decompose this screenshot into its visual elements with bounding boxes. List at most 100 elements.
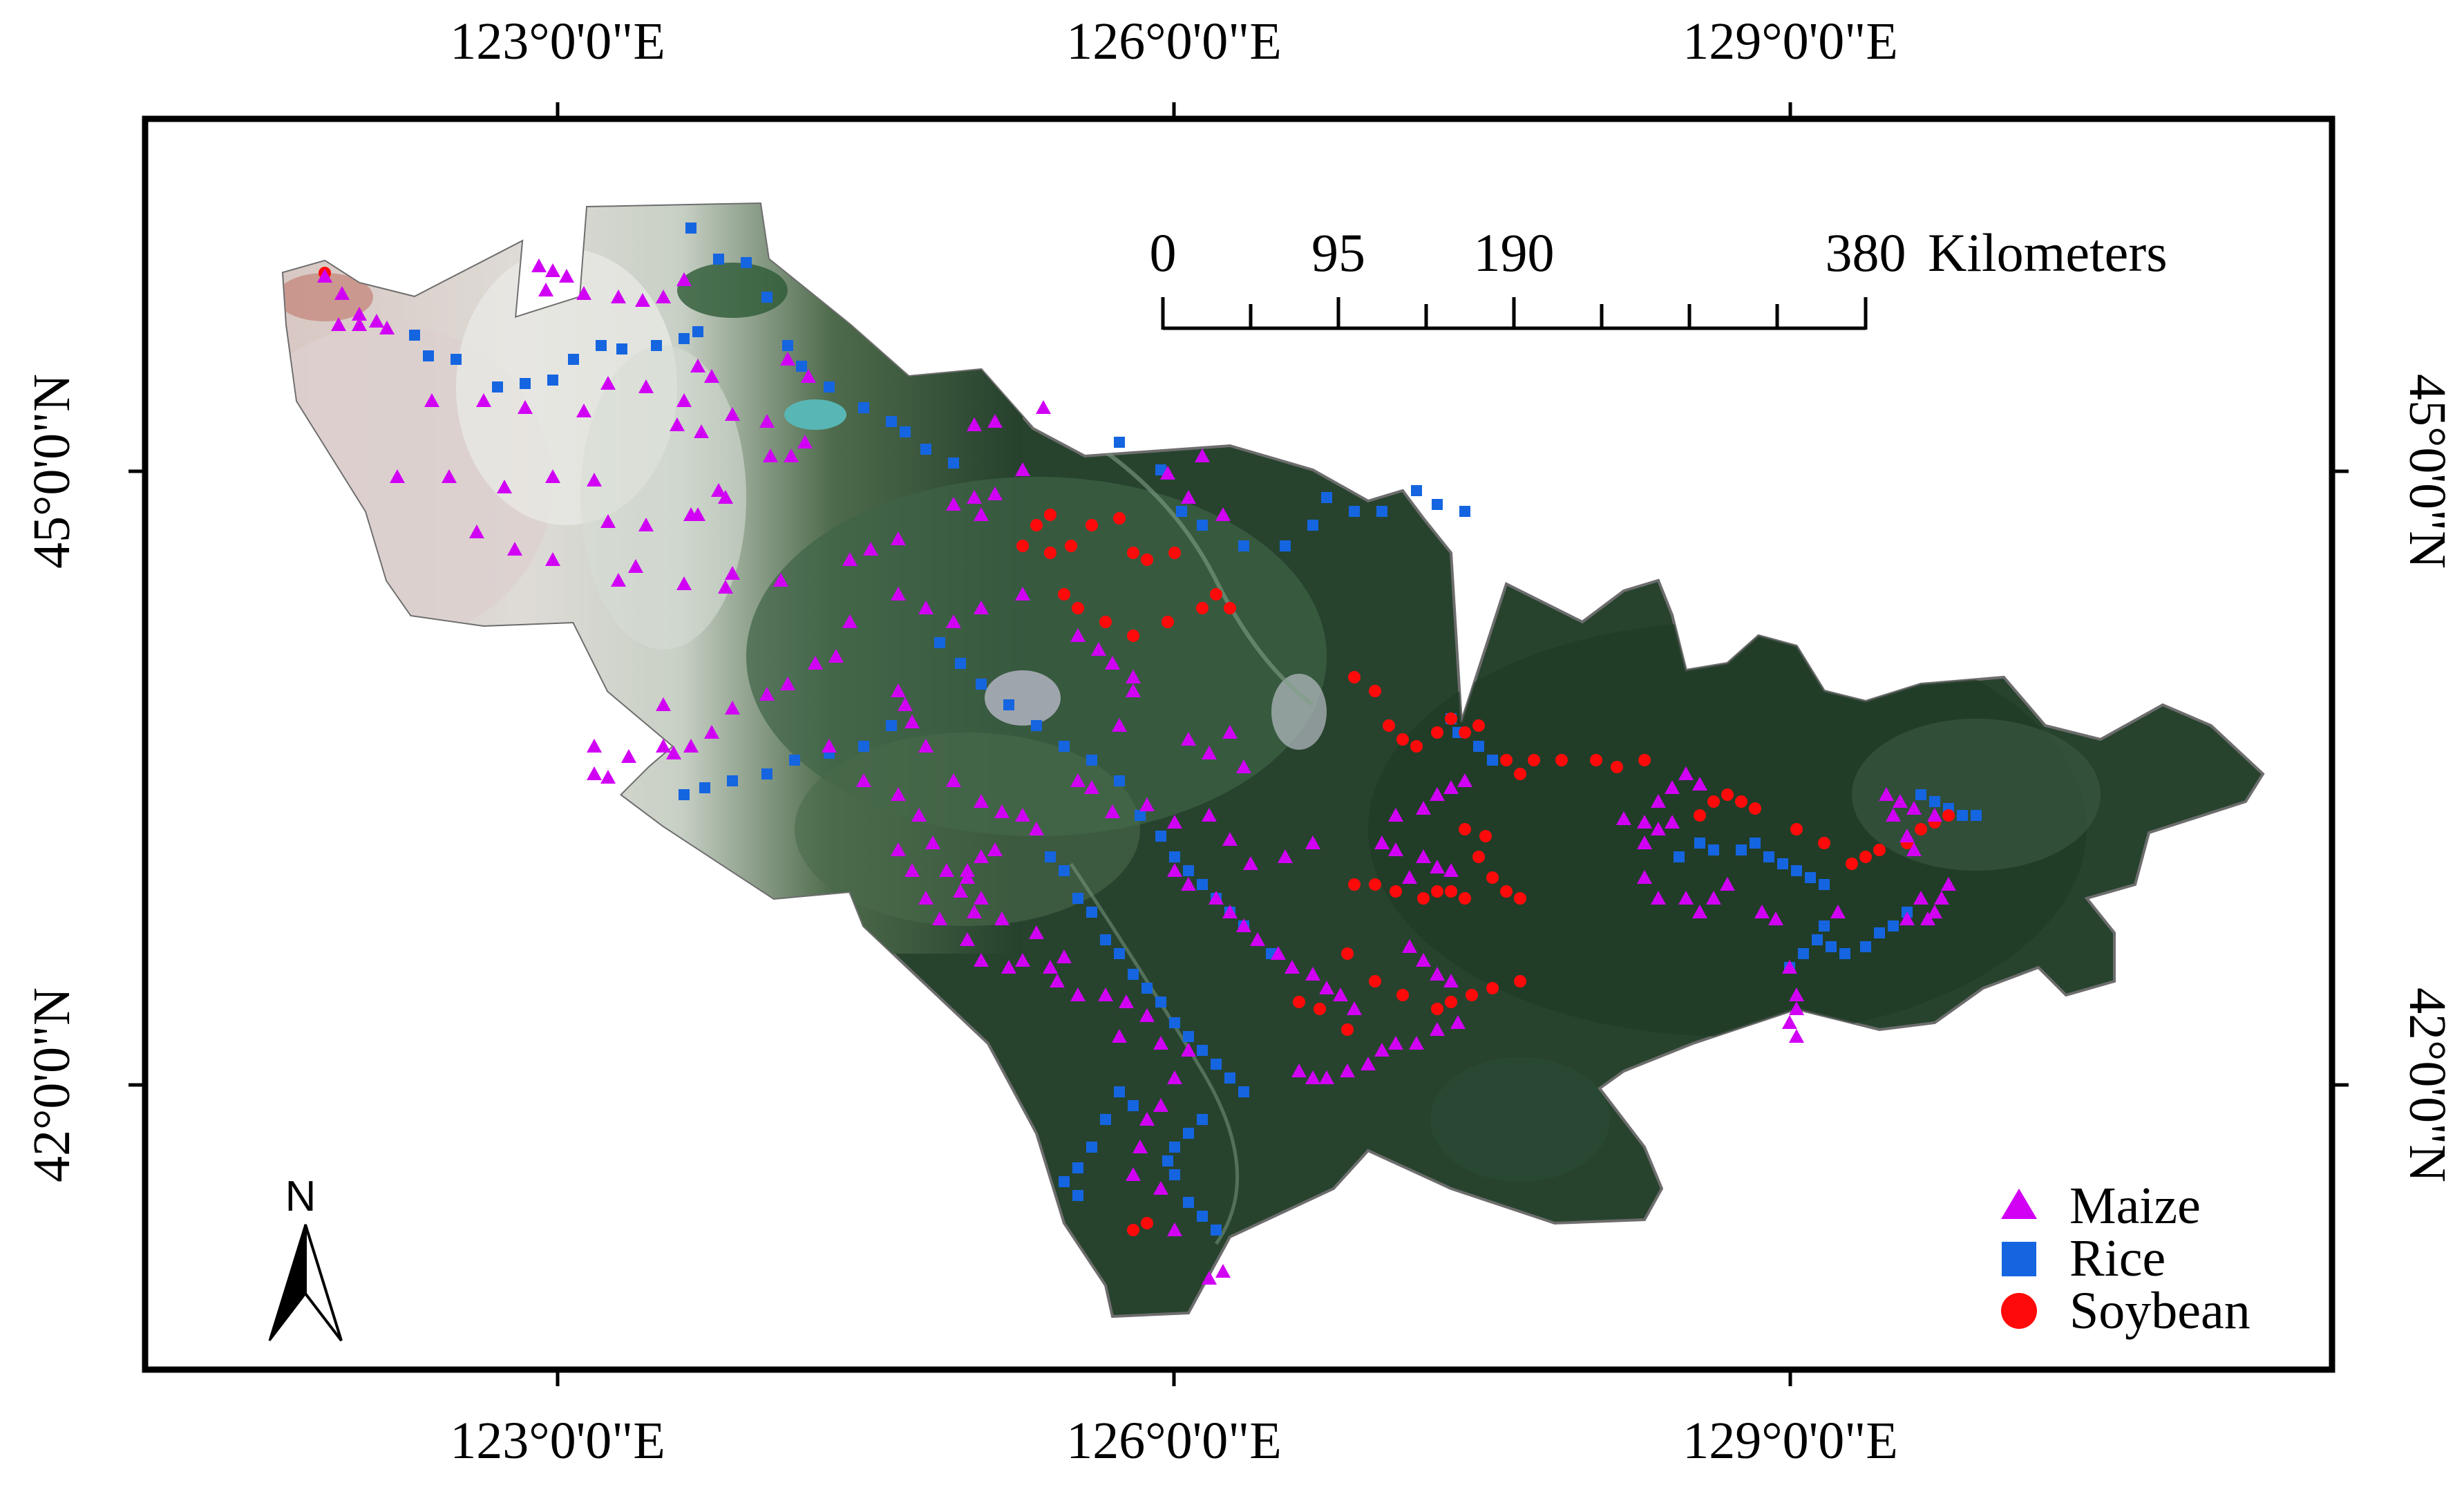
rice-sample-marker [1971, 810, 1982, 821]
rice-sample-marker [692, 326, 703, 337]
rice-sample-marker [1197, 879, 1208, 890]
soybean-sample-marker [1369, 685, 1381, 697]
soybean-sample-marker [1818, 837, 1830, 849]
soybean-sample-marker [1749, 802, 1761, 815]
maize-sample-marker [1782, 960, 1797, 974]
soybean-sample-marker [1486, 871, 1499, 884]
rice-sample-marker [1155, 996, 1166, 1008]
maize-sample-marker [1305, 835, 1320, 849]
soybean-sample-marker [1127, 630, 1139, 642]
maize-sample-marker [1830, 905, 1846, 918]
maize-sample-marker [1319, 981, 1334, 994]
rice-sample-marker [1100, 934, 1111, 945]
maize-sample-marker [898, 697, 913, 711]
maize-sample-marker [1899, 829, 1915, 842]
maize-sample-marker [538, 283, 553, 296]
maize-sample-marker [1029, 822, 1044, 835]
maize-sample-marker [932, 911, 947, 925]
soybean-sample-marker [1472, 719, 1485, 732]
rice-sample-marker [596, 340, 607, 351]
lon-label-top-126: 126°0'0"E [1066, 12, 1282, 70]
rice-sample-marker [858, 402, 869, 413]
soybean-sample-marker [1472, 851, 1485, 863]
rice-sample-marker [1473, 741, 1484, 752]
maize-sample-marker [974, 849, 989, 863]
soybean-sample-marker [1044, 547, 1056, 559]
rice-sample-marker [761, 768, 773, 779]
maize-sample-marker [725, 701, 740, 715]
rice-sample-marker [1929, 796, 1940, 807]
maize-sample-marker [1209, 891, 1224, 905]
maize-sample-marker [656, 290, 671, 303]
maize-sample-marker [1651, 822, 1666, 835]
maize-sample-marker [1927, 905, 1942, 918]
soybean-sample-marker [1466, 989, 1478, 1001]
soybean-sample-marker [1127, 547, 1139, 559]
maize-sample-marker [390, 469, 405, 483]
rice-sample-marker [409, 330, 420, 341]
rice-sample-marker [1211, 1225, 1222, 1236]
rice-sample-marker [568, 354, 579, 365]
soybean-sample-marker [1611, 761, 1623, 773]
rice-sample-marker [1086, 907, 1097, 918]
rice-sample-marker [713, 254, 724, 265]
maize-sample-marker [1443, 780, 1459, 794]
maize-sample-marker [559, 269, 574, 283]
maize-sample-marker [974, 953, 989, 967]
rice-sample-marker [1045, 851, 1056, 862]
maize-sample-marker [1906, 801, 1922, 815]
maize-sample-marker [1430, 860, 1445, 873]
soybean-sample-marker [1224, 602, 1236, 614]
maize-sample-marker [1305, 967, 1320, 981]
maize-sample-marker [1015, 953, 1030, 967]
scale-label-0: 0 [1150, 223, 1177, 283]
maize-sample-marker [628, 559, 643, 573]
rice-sample-marker [451, 354, 462, 365]
rice-sample-marker [1059, 865, 1070, 876]
maize-sample-marker [1215, 1264, 1231, 1278]
soybean-sample-marker [1431, 726, 1443, 739]
maize-sample-marker [987, 842, 1003, 856]
rice-sample-marker [1432, 499, 1443, 510]
maize-sample-marker [725, 407, 740, 421]
maize-sample-marker [1181, 490, 1196, 504]
maize-sample-marker [442, 469, 457, 483]
rice-sample-marker [1736, 844, 1747, 856]
rice-sample-marker [1321, 492, 1332, 503]
lon-label-bottom-129: 129°0'0"E [1683, 1412, 1898, 1470]
rice-sample-marker [1888, 920, 1899, 932]
soybean-sample-marker [1846, 858, 1858, 870]
soybean-sample-marker [1099, 616, 1112, 628]
maize-sample-marker [1139, 797, 1155, 811]
maize-sample-marker [994, 804, 1010, 818]
maize-sample-marker [1098, 987, 1113, 1001]
maize-sample-marker [1070, 773, 1086, 787]
legend-rice-square [2002, 1242, 2036, 1276]
rice-sample-marker [1031, 720, 1042, 731]
maize-sample-marker [1789, 1001, 1804, 1015]
maize-sample-marker [711, 483, 726, 497]
maize-sample-points [317, 258, 1956, 1285]
soybean-sample-marker [1072, 602, 1084, 614]
graticule-ticks [129, 102, 2349, 1386]
maize-sample-marker [1291, 1064, 1307, 1077]
maize-sample-marker [842, 552, 857, 566]
maize-sample-marker [1388, 842, 1403, 856]
maize-sample-marker [334, 286, 350, 300]
maize-sample-marker [545, 552, 560, 566]
maize-sample-marker [469, 524, 484, 538]
scale-label-190: 190 [1474, 223, 1555, 283]
maize-sample-marker [1374, 835, 1390, 849]
maize-sample-marker [1651, 794, 1666, 808]
rice-sample-marker [1750, 838, 1761, 849]
maize-sample-marker [1637, 815, 1652, 829]
rice-sample-marker [1224, 1072, 1235, 1084]
maize-sample-marker [1015, 462, 1030, 476]
maize-sample-marker [953, 884, 968, 898]
maize-sample-marker [1347, 1001, 1362, 1015]
maize-sample-marker [918, 891, 934, 905]
maize-sample-marker [1678, 766, 1694, 780]
maize-sample-marker [1720, 877, 1735, 891]
maize-sample-marker [1105, 804, 1120, 818]
rice-sample-marker [1839, 948, 1850, 959]
